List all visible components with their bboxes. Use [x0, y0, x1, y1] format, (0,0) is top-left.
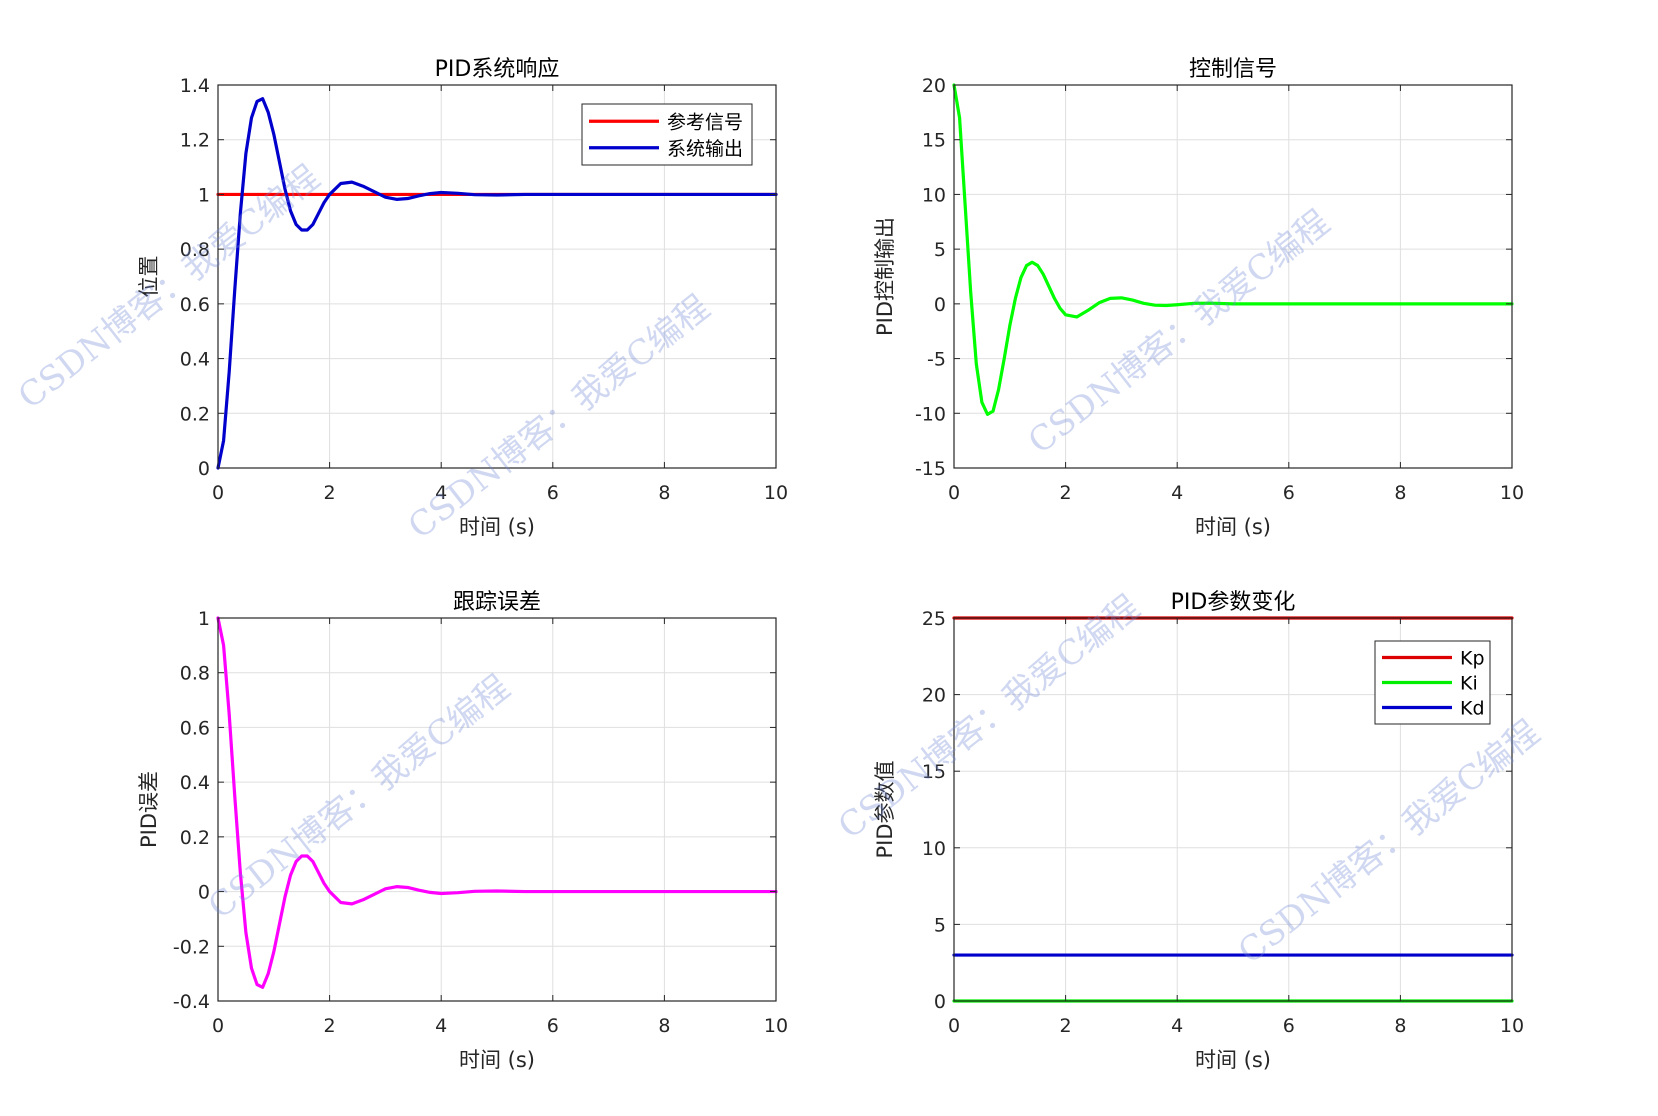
y-tick-label: 20 — [922, 75, 946, 97]
y-tick-label: 1 — [198, 184, 210, 206]
x-tick-label: 0 — [212, 1015, 224, 1037]
y-axis-label: 位置 — [137, 256, 161, 298]
y-tick-label: 0 — [198, 882, 210, 904]
chart-title: 跟踪误差 — [453, 590, 541, 615]
x-tick-label: 0 — [948, 1015, 960, 1037]
axes-box — [953, 617, 1513, 1002]
y-axis-label: PID误差 — [137, 771, 161, 848]
axes-box — [217, 617, 777, 1002]
x-tick-label: 10 — [1500, 1015, 1524, 1037]
y-tick-label: -15 — [915, 458, 946, 480]
x-tick-label: 4 — [435, 482, 447, 504]
series-line-2 — [216, 97, 778, 470]
x-axis-label: 时间 (s) — [459, 1048, 535, 1072]
y-tick-label: 1 — [198, 608, 210, 630]
legend-label-1: 参考信号 — [667, 111, 743, 133]
plot-area — [218, 618, 776, 1001]
x-tick-label: 6 — [1283, 482, 1295, 504]
x-axis-label: 时间 (s) — [1195, 1048, 1271, 1072]
y-tick-label: 0 — [198, 458, 210, 480]
y-tick-label: 10 — [922, 184, 946, 206]
x-tick-label: 8 — [1394, 1015, 1406, 1037]
plot-area — [954, 85, 1512, 468]
x-tick-label: 10 — [1500, 482, 1524, 504]
x-tick-label: 2 — [324, 1015, 336, 1037]
y-tick-label: 0.2 — [180, 827, 210, 849]
x-tick-label: 2 — [324, 482, 336, 504]
y-tick-label: 5 — [934, 239, 946, 261]
y-tick-label: 0.2 — [180, 403, 210, 425]
x-tick-label: 2 — [1060, 1015, 1072, 1037]
x-axis-label: 时间 (s) — [1195, 515, 1271, 539]
y-axis-label: PID控制输出 — [873, 217, 897, 336]
x-tick-label: 4 — [1171, 482, 1183, 504]
series-line-1 — [952, 83, 1514, 416]
x-tick-label: 0 — [212, 482, 224, 504]
series-line-1 — [216, 616, 778, 989]
y-tick-label: -0.2 — [173, 936, 210, 958]
x-tick-label: 10 — [764, 482, 788, 504]
y-tick-label: 15 — [922, 130, 946, 152]
y-tick-label: 1.4 — [180, 75, 210, 97]
x-tick-label: 4 — [1171, 1015, 1183, 1037]
y-tick-label: 10 — [922, 838, 946, 860]
axes-box — [217, 84, 777, 469]
legend-label-2: Ki — [1460, 673, 1478, 695]
y-tick-label: -0.4 — [173, 991, 210, 1013]
y-tick-label: 0.6 — [180, 294, 210, 316]
y-axis-label: PID参数值 — [873, 760, 897, 858]
y-tick-label: 20 — [922, 685, 946, 707]
chart-title: PID系统响应 — [435, 57, 560, 82]
x-tick-label: 8 — [658, 482, 670, 504]
x-axis-label: 时间 (s) — [459, 515, 535, 539]
axes-box — [953, 84, 1513, 469]
legend-label-2: 系统输出 — [667, 138, 743, 160]
x-tick-label: 10 — [764, 1015, 788, 1037]
legend-label-3: Kd — [1460, 698, 1485, 720]
y-tick-label: 0.6 — [180, 717, 210, 739]
chart-title: 控制信号 — [1189, 57, 1277, 82]
y-tick-label: 25 — [922, 608, 946, 630]
y-tick-label: 0.4 — [180, 772, 210, 794]
y-tick-label: 0.8 — [180, 663, 210, 685]
y-tick-label: -10 — [915, 403, 946, 425]
legend-box — [581, 103, 753, 166]
y-tick-label: 0.4 — [180, 349, 210, 371]
y-tick-label: -5 — [927, 349, 946, 371]
x-tick-label: 8 — [658, 1015, 670, 1037]
x-tick-label: 4 — [435, 1015, 447, 1037]
x-tick-label: 0 — [948, 482, 960, 504]
y-tick-label: 0.8 — [180, 239, 210, 261]
chart-title: PID参数变化 — [1171, 590, 1296, 615]
y-tick-label: 5 — [934, 914, 946, 936]
x-tick-label: 6 — [547, 482, 559, 504]
y-tick-label: 0 — [934, 991, 946, 1013]
x-tick-label: 2 — [1060, 482, 1072, 504]
x-tick-label: 6 — [547, 1015, 559, 1037]
y-tick-label: 1.2 — [180, 130, 210, 152]
y-tick-label: 15 — [922, 761, 946, 783]
legend-label-1: Kp — [1460, 648, 1485, 670]
x-tick-label: 8 — [1394, 482, 1406, 504]
legend: Kp Ki Kd — [1374, 640, 1491, 725]
x-tick-label: 6 — [1283, 1015, 1295, 1037]
y-tick-label: 0 — [934, 294, 946, 316]
